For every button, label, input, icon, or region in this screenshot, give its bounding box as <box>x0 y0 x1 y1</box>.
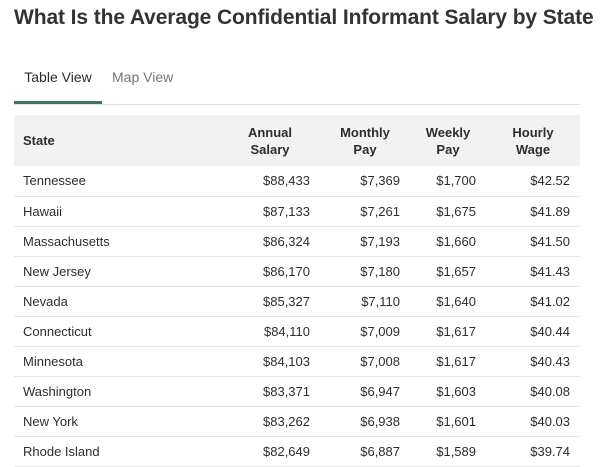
monthly-pay-cell: $7,369 <box>360 173 400 189</box>
table-row: Massachusetts $86,324 $7,193 $1,660 $41.… <box>14 226 580 256</box>
header-state: State <box>23 133 55 148</box>
header-weekly-line-2: Pay <box>436 141 460 157</box>
page-title: What Is the Average Confidential Informa… <box>14 6 594 29</box>
hourly-wage-cell: $41.50 <box>530 233 570 249</box>
hourly-wage-cell: $40.43 <box>530 353 570 369</box>
state-cell: Hawaii <box>23 203 63 219</box>
annual-salary-cell: $86,170 <box>263 263 310 279</box>
monthly-pay-cell: $7,110 <box>361 293 400 309</box>
annual-salary-cell: $84,103 <box>263 353 310 369</box>
hourly-wage-cell: $41.89 <box>530 203 570 219</box>
annual-salary-cell: $86,324 <box>263 233 310 249</box>
monthly-pay-cell: $6,938 <box>360 413 400 429</box>
table-row: Connecticut $84,110 $7,009 $1,617 $40.44 <box>14 316 580 346</box>
table-row: Hawaii $87,133 $7,261 $1,675 $41.89 <box>14 196 580 226</box>
weekly-pay-cell: $1,640 <box>436 293 476 309</box>
weekly-pay-cell: $1,675 <box>436 203 476 219</box>
table-header-row: State Annual Salary Monthly Pay Weekly P… <box>14 115 580 166</box>
header-hourly-line-2: Wage <box>515 141 551 157</box>
annual-salary-cell: $87,133 <box>263 203 310 219</box>
header-hourly-wage: Hourly Wage <box>486 115 580 166</box>
weekly-pay-cell: $1,617 <box>436 323 476 339</box>
table-row: Tennessee $88,433 $7,369 $1,700 $42.52 <box>14 166 580 196</box>
state-cell: Washington <box>23 383 92 399</box>
state-cell: Tennessee <box>23 173 86 189</box>
hourly-wage-cell: $41.02 <box>530 293 570 309</box>
header-hourly-line-1: Hourly <box>512 124 554 140</box>
weekly-pay-cell: $1,657 <box>436 263 476 279</box>
salary-table: State Annual Salary Monthly Pay Weekly P… <box>14 115 580 467</box>
monthly-pay-cell: $6,947 <box>360 383 400 399</box>
hourly-wage-cell: $41.43 <box>530 263 570 279</box>
header-monthly-pay: Monthly Pay <box>320 115 410 166</box>
header-monthly-line-2: Pay <box>353 141 377 157</box>
header-weekly-pay: Weekly Pay <box>410 115 486 166</box>
header-weekly-line-1: Weekly <box>425 124 471 140</box>
state-cell: Connecticut <box>23 323 92 339</box>
header-monthly-line-1: Monthly <box>340 124 390 140</box>
monthly-pay-cell: $7,261 <box>360 203 400 219</box>
header-annual-line-1: Annual <box>247 124 293 140</box>
header-annual-line-2: Salary <box>250 141 290 157</box>
hourly-wage-cell: $40.03 <box>530 413 570 429</box>
hourly-wage-cell: $42.52 <box>530 173 570 189</box>
monthly-pay-cell: $6,887 <box>360 443 400 459</box>
hourly-wage-cell: $40.08 <box>530 383 570 399</box>
hourly-wage-cell: $39.74 <box>530 443 570 459</box>
state-cell: New York <box>23 413 78 429</box>
monthly-pay-cell: $7,180 <box>360 263 400 279</box>
state-cell: Nevada <box>23 293 68 309</box>
state-cell: Massachusetts <box>23 233 110 249</box>
state-cell: Rhode Island <box>23 443 100 459</box>
state-cell: Minnesota <box>23 353 83 369</box>
tab-map-view[interactable]: Map View <box>112 69 174 85</box>
table-row: Rhode Island $82,649 $6,887 $1,589 $39.7… <box>14 436 580 466</box>
state-cell: New Jersey <box>23 263 91 279</box>
weekly-pay-cell: $1,660 <box>436 233 476 249</box>
monthly-pay-cell: $7,008 <box>360 353 400 369</box>
header-annual-salary: Annual Salary <box>220 115 320 166</box>
weekly-pay-cell: $1,603 <box>436 383 476 399</box>
table-row: Washington $83,371 $6,947 $1,603 $40.08 <box>14 376 580 406</box>
annual-salary-cell: $85,327 <box>263 293 310 309</box>
tab-table-view[interactable]: Table View <box>14 60 102 104</box>
view-tabs: Table View Map View <box>14 60 580 105</box>
table-row: New York $83,262 $6,938 $1,601 $40.03 <box>14 406 580 436</box>
annual-salary-cell: $83,371 <box>263 383 310 399</box>
annual-salary-cell: $83,262 <box>263 413 310 429</box>
table-row: Nevada $85,327 $7,110 $1,640 $41.02 <box>14 286 580 316</box>
weekly-pay-cell: $1,617 <box>436 353 476 369</box>
annual-salary-cell: $84,110 <box>263 323 310 339</box>
weekly-pay-cell: $1,601 <box>436 413 476 429</box>
monthly-pay-cell: $7,009 <box>360 323 400 339</box>
table-row: Minnesota $84,103 $7,008 $1,617 $40.43 <box>14 346 580 376</box>
hourly-wage-cell: $40.44 <box>530 323 570 339</box>
annual-salary-cell: $88,433 <box>263 173 310 189</box>
weekly-pay-cell: $1,700 <box>436 173 476 189</box>
monthly-pay-cell: $7,193 <box>360 233 400 249</box>
weekly-pay-cell: $1,589 <box>436 443 476 459</box>
annual-salary-cell: $82,649 <box>263 443 310 459</box>
table-row: New Jersey $86,170 $7,180 $1,657 $41.43 <box>14 256 580 286</box>
